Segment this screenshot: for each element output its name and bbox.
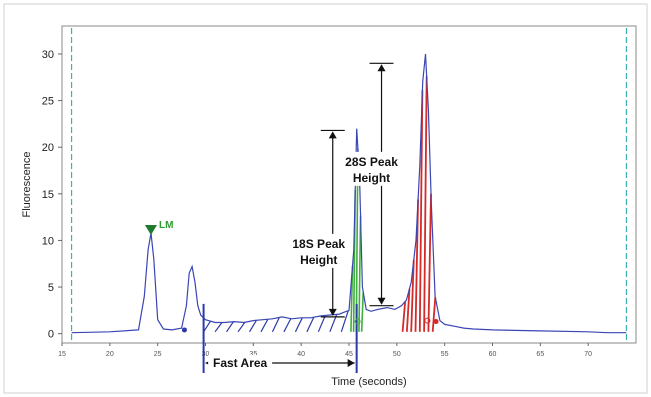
peak-28s-label-bg <box>339 151 404 186</box>
x-tick-label: 40 <box>297 351 305 358</box>
analysis-window-lines <box>70 28 628 341</box>
peak-18s-bracket-arrow-down <box>328 308 337 316</box>
fast-area-hatch <box>226 321 234 333</box>
fast-area-arrowhead-right <box>347 359 355 367</box>
x-axis-label: Time (seconds) <box>331 376 406 388</box>
outer-border <box>3 3 648 394</box>
annotation-markers <box>144 62 439 373</box>
x-tick-label: 70 <box>584 351 592 358</box>
x-tick-label: 25 <box>154 351 162 358</box>
x-tick-label: 55 <box>441 351 449 358</box>
y-tick-label: 30 <box>42 49 54 61</box>
fluorescence-trace <box>71 53 627 334</box>
peak-28s-label-line2: Height <box>353 171 390 185</box>
fast-area-label: Fast Area <box>213 356 268 370</box>
fast-area-hatch <box>294 317 303 333</box>
peak-18s-label-bg <box>286 233 351 268</box>
peak-hatching <box>203 76 437 333</box>
fast-start-dot <box>181 327 187 333</box>
peak-18s-label-line2: Height <box>300 253 337 267</box>
x-tick-label: 30 <box>202 351 210 358</box>
fast-area-hatch <box>248 320 257 333</box>
peak-18s-hatch <box>358 215 362 332</box>
fast-area-hatch <box>214 322 223 333</box>
peak-28s-label-line1: 28S Peak <box>345 155 398 169</box>
y-axis-label: Fluorescence <box>21 151 33 217</box>
peak-28s-hatch <box>410 259 415 332</box>
fast-area-hatch <box>237 321 246 333</box>
lm-label: LM <box>159 220 173 231</box>
fast-area-hatch <box>306 316 315 333</box>
fast-area-hatch <box>203 320 211 333</box>
peak-28s-hatch <box>401 301 407 332</box>
x-tick-label: 15 <box>58 351 66 358</box>
lm-marker <box>144 224 157 235</box>
peak-28s-bracket-arrow-up <box>377 64 386 72</box>
x-tick-label: 50 <box>393 351 401 358</box>
x-tick-label: 35 <box>249 351 257 358</box>
peak-28s-hatch <box>414 199 419 332</box>
x-tick-label: 60 <box>489 351 497 358</box>
y-tick-label: 10 <box>42 235 54 247</box>
fast-area-label-bg <box>208 355 273 369</box>
peak-28s-hatch <box>431 297 437 332</box>
fast-area-hatch <box>260 318 269 333</box>
x-tick-label: 20 <box>106 351 114 358</box>
peak-18s-end-mark <box>354 318 361 325</box>
peak-28s-bracket-arrow-down <box>377 297 386 305</box>
peak-28s-end-mark <box>424 317 431 324</box>
y-axis-ticks: 0 5 10 15 20 25 30 <box>42 49 62 341</box>
fast-area-hatch <box>271 317 280 333</box>
fast-area-hatch <box>283 318 292 333</box>
fast-area-hatch <box>340 310 349 332</box>
y-tick-label: 20 <box>42 142 54 154</box>
peak-28s-hatch <box>423 76 428 332</box>
peak-18s-bracket-arrow-up <box>328 131 337 139</box>
fast-area-hatch <box>317 315 326 333</box>
y-tick-label: 5 <box>48 282 54 294</box>
x-tick-label: 45 <box>345 351 353 358</box>
peak-28s-hatch <box>405 288 411 332</box>
y-tick-label: 15 <box>42 189 54 201</box>
y-tick-label: 0 <box>48 329 54 341</box>
peak-28s-hatch <box>418 90 424 332</box>
y-tick-label: 25 <box>42 96 54 108</box>
peak-18s-label-line1: 18S Peak <box>292 237 345 251</box>
peak-18s-hatch <box>360 291 365 332</box>
x-tick-label: 65 <box>536 351 544 358</box>
x-axis-ticks: 15 20 25 30 35 40 45 50 55 60 65 70 <box>58 343 592 358</box>
peak-28s-end-dot <box>433 319 439 325</box>
peak-28s-hatch <box>427 193 432 332</box>
